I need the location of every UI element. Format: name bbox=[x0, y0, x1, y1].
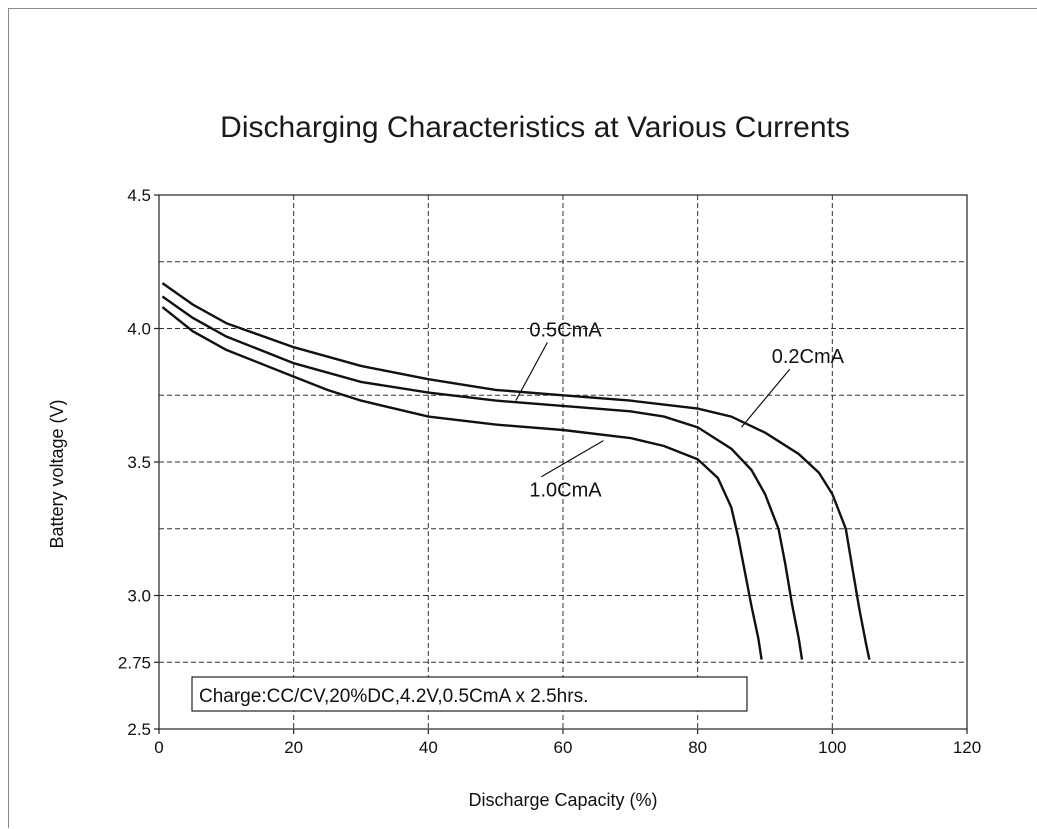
series-leader-1-0cma bbox=[541, 440, 604, 478]
series-leader-0-5cma bbox=[515, 342, 548, 401]
grid-lines bbox=[159, 195, 967, 729]
y-tick-label: 4.5 bbox=[127, 186, 151, 205]
series-label-1-0cma: 1.0CmA bbox=[529, 480, 602, 502]
chart-frame: Discharging Characteristics at Various C… bbox=[8, 8, 1037, 828]
x-tick-label: 120 bbox=[953, 738, 981, 757]
series-label-0-5cma: 0.5CmA bbox=[529, 320, 602, 342]
x-tick-label: 40 bbox=[419, 738, 438, 757]
y-axis-label: Battery voltage (V) bbox=[47, 399, 67, 548]
y-tick-label: 4.0 bbox=[127, 320, 151, 339]
axis-ticks: 0 20 40 60 80 100 120 2.5 2.75 3.0 3.5 4.0 4.5 bbox=[118, 186, 981, 757]
y-tick-label: 3.0 bbox=[127, 587, 151, 606]
y-tick-label: 2.5 bbox=[127, 720, 151, 739]
charge-note: Charge:CC/CV,20%DC,4.2V,0.5CmA x 2.5hrs. bbox=[199, 686, 588, 707]
x-axis-label: Discharge Capacity (%) bbox=[468, 790, 657, 810]
series-labels: 0.2CmA 0.5CmA 1.0CmA bbox=[515, 320, 845, 502]
series-leader-0-2cma bbox=[740, 368, 791, 428]
series-line-0-5cma bbox=[161, 295, 804, 660]
x-tick-label: 20 bbox=[284, 738, 303, 757]
x-tick-label: 80 bbox=[688, 738, 707, 757]
charge-note-box bbox=[191, 676, 748, 712]
series-lines bbox=[161, 282, 871, 660]
series-label-0-2cma: 0.2CmA bbox=[772, 346, 845, 368]
discharge-chart: Discharging Characteristics at Various C… bbox=[47, 111, 981, 810]
x-tick-label: 60 bbox=[554, 738, 573, 757]
y-tick-label: 3.5 bbox=[127, 453, 151, 472]
series-line-1-0cma bbox=[161, 306, 763, 660]
x-tick-label: 0 bbox=[154, 738, 163, 757]
x-tick-label: 100 bbox=[818, 738, 846, 757]
series-line-0-2cma bbox=[161, 282, 871, 660]
y-tick-label: 2.75 bbox=[118, 653, 151, 672]
chart-title: Discharging Characteristics at Various C… bbox=[220, 111, 850, 144]
